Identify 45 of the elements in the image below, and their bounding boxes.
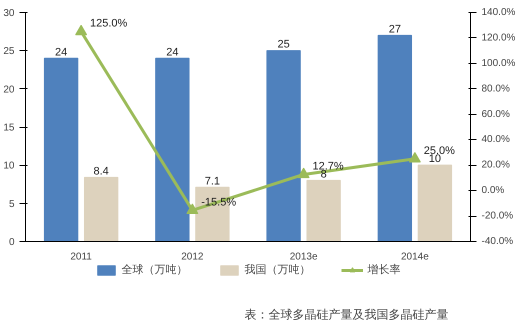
y-tick-label: 20 — [3, 84, 15, 96]
bar — [84, 176, 118, 242]
legend-label: 我国（万吨） — [244, 263, 310, 277]
x-tick-label: 2011 — [70, 252, 92, 262]
text: 表：全球多晶硅产量及我国多晶硅产量 — [244, 307, 448, 322]
y2-tick-label: 40.0% — [482, 134, 510, 146]
data-label: 24 — [166, 46, 178, 58]
y2-tick-label: -40.0% — [482, 236, 514, 247]
data-label: 8.4 — [94, 165, 109, 178]
bar — [306, 180, 341, 242]
y-tick-label: 0 — [8, 237, 15, 248]
point — [75, 24, 88, 36]
y2-tick-label: -20.0% — [482, 210, 514, 222]
data-label: 25 — [277, 38, 290, 51]
bar — [418, 164, 452, 242]
x-tick-label: 2012 — [181, 252, 204, 262]
x-tick-label: 2014e — [400, 252, 430, 262]
y-tick-label: 25 — [3, 46, 15, 58]
y-tick-label: 5 — [8, 198, 15, 210]
point — [298, 168, 310, 178]
y-tick-label: 10 — [3, 160, 15, 172]
y-tick-label: 15 — [3, 122, 15, 134]
data-label: 24 — [54, 46, 68, 58]
point — [186, 203, 198, 214]
y2-tick-label: 80.0% — [482, 83, 510, 94]
y2-tick-label: 60.0% — [482, 108, 510, 120]
point — [408, 152, 421, 162]
bar — [266, 50, 301, 242]
data-label: 125.0% — [90, 18, 128, 30]
y2-tick-label: 140.0% — [482, 7, 516, 18]
bar — [155, 58, 190, 242]
y2-tick-label: 100.0% — [482, 58, 516, 69]
legend-label: 全球（万吨） — [122, 263, 188, 277]
data-label: -15.5% — [201, 196, 236, 208]
data-label: 10 — [428, 153, 442, 166]
y-tick-label: 30 — [3, 8, 15, 19]
legend-label: 增长率 — [368, 262, 400, 277]
data-label: 27 — [388, 23, 401, 36]
y2-tick-label: 120.0% — [482, 32, 516, 44]
bar — [378, 34, 412, 242]
data-label: 7.1 — [204, 175, 220, 188]
y2-tick-label: 0.0% — [482, 185, 504, 196]
y2-tick-label: 20.0% — [482, 160, 510, 171]
x-tick-label: 2013e — [290, 252, 318, 262]
bar — [44, 58, 78, 242]
